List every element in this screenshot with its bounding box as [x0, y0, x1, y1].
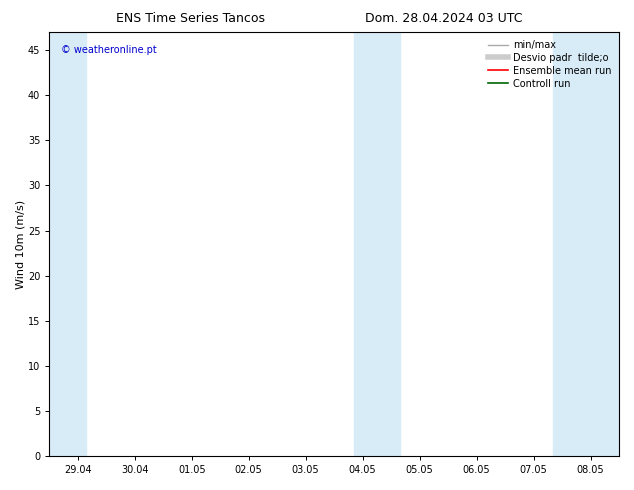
Legend: min/max, Desvio padr  tilde;o, Ensemble mean run, Controll run: min/max, Desvio padr tilde;o, Ensemble m… — [486, 37, 614, 92]
Bar — [49, 32, 86, 456]
Text: Dom. 28.04.2024 03 UTC: Dom. 28.04.2024 03 UTC — [365, 12, 522, 25]
Bar — [354, 32, 399, 456]
Y-axis label: Wind 10m (m/s): Wind 10m (m/s) — [15, 199, 25, 289]
Text: ENS Time Series Tancos: ENS Time Series Tancos — [115, 12, 265, 25]
Text: © weatheronline.pt: © weatheronline.pt — [61, 45, 157, 55]
Bar — [553, 32, 619, 456]
